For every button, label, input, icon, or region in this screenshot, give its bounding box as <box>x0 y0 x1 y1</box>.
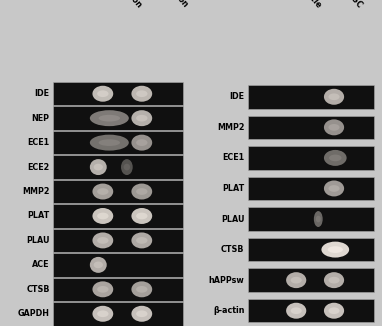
Text: PLAT: PLAT <box>222 184 244 193</box>
Ellipse shape <box>324 150 346 166</box>
Bar <box>53 204 183 228</box>
Ellipse shape <box>131 110 152 126</box>
Text: NEP: NEP <box>32 114 50 123</box>
Ellipse shape <box>329 124 340 131</box>
Ellipse shape <box>90 110 129 126</box>
Ellipse shape <box>97 90 108 97</box>
Text: CTSB: CTSB <box>221 245 244 254</box>
Ellipse shape <box>131 184 152 200</box>
Ellipse shape <box>136 237 147 244</box>
Bar <box>248 116 374 139</box>
Ellipse shape <box>324 303 344 319</box>
Ellipse shape <box>136 115 147 122</box>
Ellipse shape <box>136 139 147 146</box>
Ellipse shape <box>97 286 108 293</box>
Ellipse shape <box>136 90 147 97</box>
Ellipse shape <box>291 277 302 284</box>
Ellipse shape <box>329 155 342 161</box>
Bar <box>248 299 374 322</box>
Ellipse shape <box>136 188 147 195</box>
Ellipse shape <box>99 139 120 146</box>
Text: ACE: ACE <box>32 260 50 269</box>
Text: IDE: IDE <box>35 89 50 98</box>
Ellipse shape <box>90 257 107 273</box>
Ellipse shape <box>324 272 344 288</box>
Ellipse shape <box>90 159 107 175</box>
Ellipse shape <box>97 310 108 317</box>
Text: PLAU: PLAU <box>26 236 50 245</box>
Ellipse shape <box>316 216 321 222</box>
Ellipse shape <box>329 94 340 100</box>
Bar <box>248 146 374 170</box>
Ellipse shape <box>324 119 344 135</box>
Ellipse shape <box>131 232 152 248</box>
Text: Differentiation: Differentiation <box>139 0 189 10</box>
Ellipse shape <box>131 135 152 151</box>
Ellipse shape <box>124 164 130 170</box>
Text: APP-Vehicle: APP-Vehicle <box>283 0 324 10</box>
Ellipse shape <box>121 159 133 175</box>
Bar <box>248 85 374 109</box>
Ellipse shape <box>321 242 349 258</box>
Ellipse shape <box>329 185 340 192</box>
Bar <box>53 107 183 130</box>
Bar <box>248 177 374 200</box>
Ellipse shape <box>328 246 343 253</box>
Ellipse shape <box>92 184 113 200</box>
Ellipse shape <box>92 86 113 102</box>
Ellipse shape <box>99 115 120 122</box>
Bar <box>53 82 183 106</box>
Ellipse shape <box>329 277 340 284</box>
Ellipse shape <box>94 164 103 170</box>
Text: CTSB: CTSB <box>26 285 50 294</box>
Ellipse shape <box>136 213 147 219</box>
Ellipse shape <box>97 188 108 195</box>
Ellipse shape <box>131 208 152 224</box>
Text: PLAT: PLAT <box>28 212 50 220</box>
Ellipse shape <box>131 86 152 102</box>
Text: hAPPsw: hAPPsw <box>209 276 244 285</box>
Ellipse shape <box>286 272 306 288</box>
Ellipse shape <box>94 261 103 268</box>
Ellipse shape <box>324 89 344 105</box>
Text: IDE: IDE <box>230 92 244 101</box>
Text: MMP2: MMP2 <box>217 123 244 132</box>
Text: ECE1: ECE1 <box>222 154 244 162</box>
Text: APP-hNSC: APP-hNSC <box>329 0 364 10</box>
Bar <box>53 180 183 203</box>
Ellipse shape <box>131 281 152 297</box>
Ellipse shape <box>90 135 129 151</box>
Bar <box>53 302 183 325</box>
Bar <box>53 253 183 276</box>
Ellipse shape <box>92 232 113 248</box>
Text: β-actin: β-actin <box>213 306 244 315</box>
Text: MMP2: MMP2 <box>22 187 50 196</box>
Ellipse shape <box>291 307 302 314</box>
Ellipse shape <box>92 208 113 224</box>
Ellipse shape <box>314 211 323 227</box>
Bar <box>248 268 374 292</box>
Bar <box>53 131 183 155</box>
Ellipse shape <box>286 303 306 319</box>
Ellipse shape <box>136 286 147 293</box>
Text: ECE1: ECE1 <box>28 138 50 147</box>
Bar <box>53 229 183 252</box>
Bar <box>53 156 183 179</box>
Ellipse shape <box>131 306 152 322</box>
Ellipse shape <box>92 281 113 297</box>
Ellipse shape <box>97 213 108 219</box>
Bar <box>53 277 183 301</box>
Text: GAPDH: GAPDH <box>18 309 50 318</box>
Ellipse shape <box>97 237 108 244</box>
Ellipse shape <box>92 306 113 322</box>
Ellipse shape <box>136 310 147 317</box>
Ellipse shape <box>329 307 340 314</box>
Text: PLAU: PLAU <box>221 215 244 224</box>
Text: ECE2: ECE2 <box>28 163 50 171</box>
Ellipse shape <box>324 181 344 197</box>
Text: Proliferation: Proliferation <box>99 0 143 10</box>
Bar <box>248 207 374 231</box>
Bar <box>248 238 374 261</box>
